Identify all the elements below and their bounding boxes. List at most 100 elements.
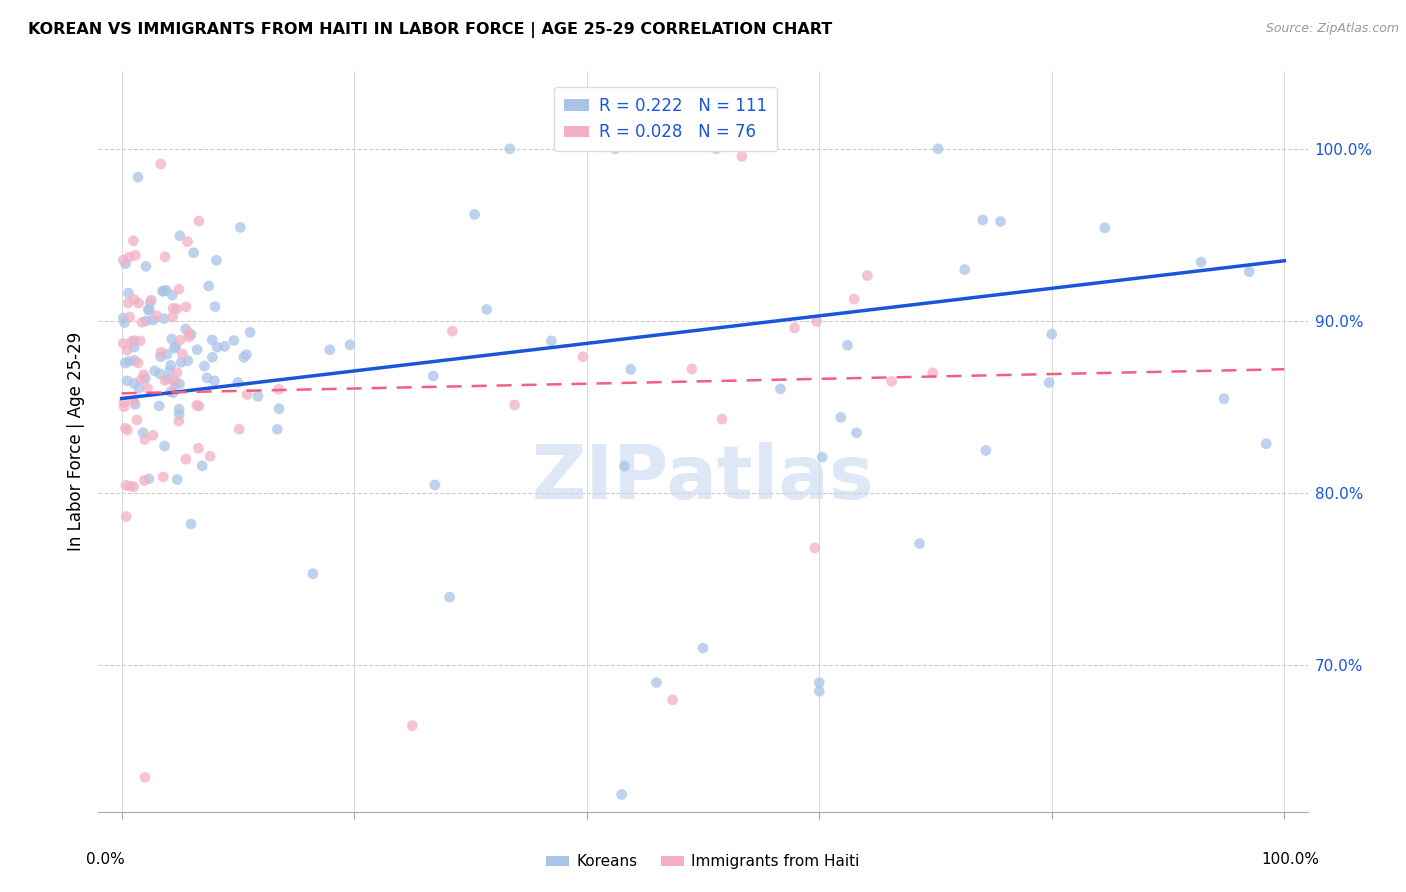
- Point: [246, 389, 269, 403]
- Point: [856, 268, 879, 283]
- Point: [710, 412, 733, 426]
- Point: [125, 413, 148, 427]
- Point: [162, 301, 184, 316]
- Point: [953, 262, 976, 277]
- Point: [811, 450, 834, 464]
- Point: [152, 470, 174, 484]
- Point: [229, 220, 252, 235]
- Point: [222, 334, 245, 348]
- Point: [115, 509, 138, 524]
- Point: [128, 296, 150, 310]
- Point: [112, 253, 135, 268]
- Point: [974, 443, 997, 458]
- Point: [214, 339, 236, 353]
- Text: ZIPatlas: ZIPatlas: [531, 442, 875, 515]
- Point: [122, 334, 145, 348]
- Point: [401, 718, 423, 732]
- Point: [122, 376, 145, 391]
- Point: [167, 402, 190, 417]
- Point: [162, 310, 184, 324]
- Point: [475, 302, 498, 317]
- Point: [112, 336, 135, 351]
- Point: [153, 250, 176, 264]
- Point: [135, 260, 157, 274]
- Point: [163, 341, 186, 355]
- Point: [145, 309, 167, 323]
- Text: 0.0%: 0.0%: [86, 853, 125, 867]
- Point: [122, 480, 145, 494]
- Point: [142, 313, 165, 327]
- Point: [186, 398, 208, 412]
- Point: [112, 395, 135, 409]
- Y-axis label: In Labor Force | Age 25-29: In Labor Force | Age 25-29: [66, 332, 84, 551]
- Point: [503, 398, 526, 412]
- Text: KOREAN VS IMMIGRANTS FROM HAITI IN LABOR FORCE | AGE 25-29 CORRELATION CHART: KOREAN VS IMMIGRANTS FROM HAITI IN LABOR…: [28, 22, 832, 38]
- Point: [645, 675, 668, 690]
- Point: [167, 282, 190, 296]
- Point: [124, 397, 146, 411]
- Point: [165, 377, 187, 392]
- Point: [540, 334, 562, 348]
- Point: [239, 326, 262, 340]
- Point: [603, 142, 626, 156]
- Point: [180, 327, 202, 342]
- Point: [170, 355, 193, 369]
- Point: [464, 207, 486, 221]
- Point: [183, 245, 205, 260]
- Point: [197, 279, 219, 293]
- Point: [990, 214, 1012, 228]
- Point: [845, 425, 868, 440]
- Point: [162, 288, 184, 302]
- Point: [186, 343, 208, 357]
- Point: [169, 376, 191, 391]
- Point: [141, 293, 163, 308]
- Point: [808, 675, 831, 690]
- Point: [198, 450, 221, 464]
- Point: [114, 421, 136, 435]
- Point: [117, 286, 139, 301]
- Point: [193, 359, 215, 373]
- Point: [267, 401, 290, 416]
- Point: [191, 458, 214, 473]
- Point: [149, 350, 172, 364]
- Point: [177, 330, 200, 344]
- Point: [808, 684, 831, 698]
- Point: [162, 385, 184, 400]
- Point: [441, 324, 464, 338]
- Point: [187, 214, 209, 228]
- Point: [499, 142, 522, 156]
- Point: [155, 283, 177, 297]
- Legend: Koreans, Immigrants from Haiti: Koreans, Immigrants from Haiti: [540, 848, 866, 875]
- Point: [150, 345, 173, 359]
- Point: [302, 566, 325, 581]
- Point: [163, 374, 186, 388]
- Point: [731, 149, 754, 163]
- Point: [228, 422, 250, 436]
- Point: [149, 367, 172, 381]
- Point: [118, 250, 141, 264]
- Point: [232, 351, 254, 365]
- Point: [201, 351, 224, 365]
- Point: [118, 310, 141, 324]
- Point: [136, 381, 159, 395]
- Point: [572, 350, 595, 364]
- Point: [120, 479, 142, 493]
- Point: [439, 590, 461, 604]
- Point: [153, 439, 176, 453]
- Point: [131, 373, 153, 387]
- Point: [620, 362, 643, 376]
- Point: [118, 354, 141, 368]
- Point: [152, 311, 174, 326]
- Point: [195, 371, 218, 385]
- Point: [128, 381, 150, 395]
- Point: [134, 474, 156, 488]
- Point: [339, 338, 361, 352]
- Point: [180, 516, 202, 531]
- Point: [132, 368, 155, 382]
- Point: [880, 375, 903, 389]
- Point: [1213, 392, 1236, 406]
- Point: [169, 333, 191, 347]
- Point: [169, 228, 191, 243]
- Point: [204, 300, 226, 314]
- Point: [205, 340, 228, 354]
